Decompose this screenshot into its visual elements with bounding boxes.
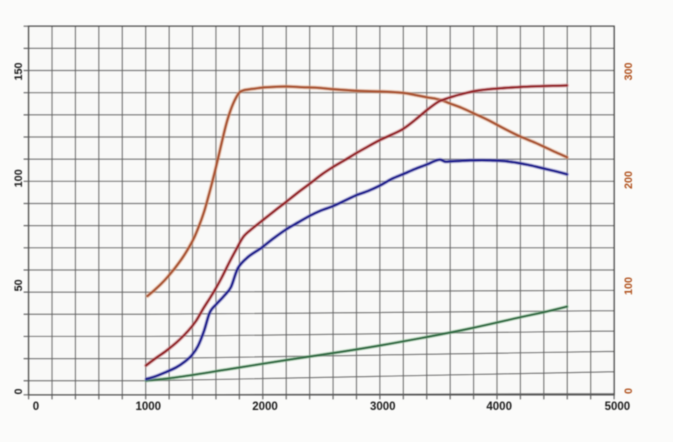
svg-text:0: 0: [13, 388, 25, 394]
svg-text:3000: 3000: [370, 401, 396, 413]
svg-text:100: 100: [13, 169, 25, 187]
svg-text:0: 0: [623, 388, 635, 394]
svg-text:0: 0: [33, 401, 39, 413]
svg-text:50: 50: [13, 279, 25, 291]
svg-text:4000: 4000: [486, 401, 512, 413]
svg-text:2000: 2000: [252, 401, 278, 413]
svg-text:200: 200: [623, 171, 635, 189]
svg-text:300: 300: [623, 62, 635, 80]
svg-text:150: 150: [13, 62, 25, 80]
svg-text:1000: 1000: [136, 401, 162, 413]
svg-text:100: 100: [623, 277, 635, 295]
svg-text:5000: 5000: [605, 401, 631, 413]
